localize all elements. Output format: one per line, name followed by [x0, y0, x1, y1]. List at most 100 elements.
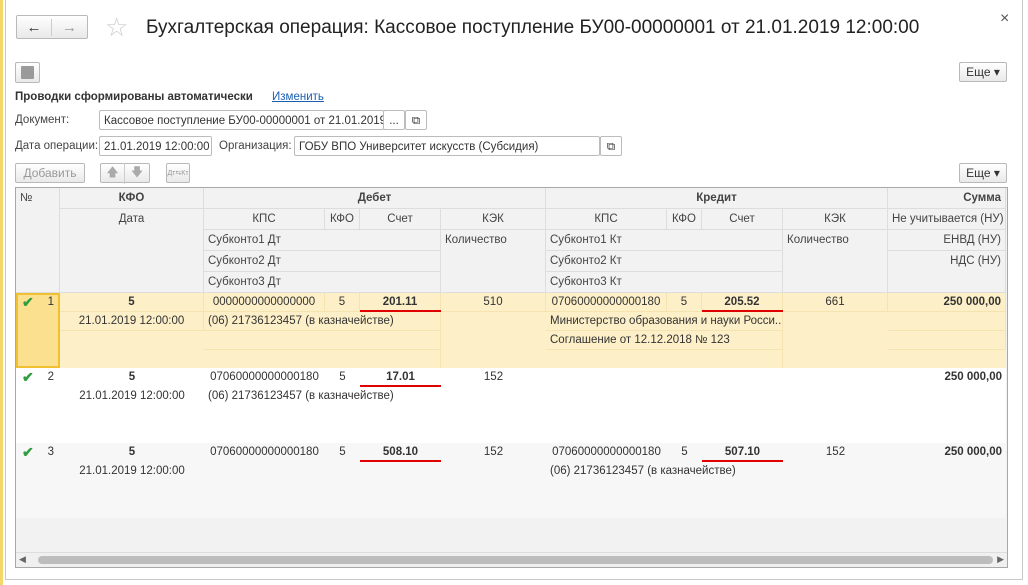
header-credit-kfo: КФО	[667, 209, 702, 230]
row-debit-kps: 07060000000000180	[210, 446, 319, 458]
row-debit-subconto3	[204, 500, 441, 519]
row-credit-kfo	[667, 368, 702, 387]
row-sum-vat	[888, 406, 1006, 425]
row-credit-kps: 07060000000000180	[552, 446, 661, 458]
header-debit-account: Счет	[360, 209, 441, 230]
header-debit-quantity: Количество	[441, 230, 546, 293]
floppy-disk-icon	[21, 66, 34, 79]
row-sum: 250 000,00	[944, 371, 1002, 383]
swap-debit-credit-button[interactable]: Дт⇆Кт	[166, 163, 190, 183]
more-button[interactable]: Еще ▾	[959, 62, 1007, 82]
table-row[interactable]	[16, 443, 1006, 518]
row-date: 21.01.2019 12:00:00	[79, 465, 185, 477]
save-button[interactable]	[15, 62, 40, 83]
row-credit-subconto1: Министерство образования и науки Росси..…	[546, 312, 783, 331]
posted-check-icon: ✔	[22, 294, 34, 310]
scroll-right-icon[interactable]: ▶	[997, 554, 1004, 564]
header-debit-kek: КЭК	[441, 209, 546, 230]
forward-button[interactable]: →	[62, 18, 77, 36]
row-sum-envd	[888, 462, 1006, 481]
row-credit-kfo: 5	[667, 293, 702, 312]
date-field[interactable]: 21.01.2019 12:00:00	[99, 136, 212, 156]
scrollbar-thumb[interactable]	[38, 556, 993, 564]
row-date: 21.01.2019 12:00:00	[79, 390, 185, 402]
row-sum-vat	[888, 331, 1006, 350]
document-field[interactable]: Кассовое поступление БУ00-00000001 от 21…	[99, 110, 384, 130]
document-open-icon[interactable]: ⧉	[405, 110, 427, 130]
favorite-star-icon[interactable]: ☆	[105, 12, 129, 42]
row-debit-kps: 0000000000000000	[204, 293, 325, 312]
header-num: №	[16, 188, 60, 293]
row-credit-kek: 152	[825, 446, 846, 458]
header-sum: Сумма	[888, 188, 1006, 209]
row-debit-kps: 07060000000000180	[210, 371, 319, 383]
horizontal-scrollbar[interactable]: ◀ ▶	[16, 552, 1007, 567]
row-credit-subconto3	[546, 350, 783, 369]
row-debit-kek: 510	[441, 293, 546, 312]
add-button[interactable]: Добавить	[15, 163, 85, 183]
posting-status: Проводки сформированы автоматически	[15, 91, 253, 103]
header-credit-subconto3: Субконто3 Кт	[546, 272, 783, 293]
header-debit-kps: КПС	[204, 209, 325, 230]
header-sum-nu: Не учитывается (НУ)	[888, 209, 1006, 230]
header-sum-envd: ЕНВД (НУ)	[888, 230, 1006, 251]
row-credit-kek: 661	[783, 293, 888, 312]
row-debit-subconto1: (06) 21736123457 (в казначействе)	[208, 390, 394, 402]
row-debit-subconto3	[204, 350, 441, 369]
date-label: Дата операции:	[15, 140, 99, 152]
move-down-button[interactable]: 🡇	[130, 164, 144, 179]
header-sum-vat: НДС (НУ)	[888, 251, 1006, 293]
row-credit-subconto1	[546, 387, 783, 406]
header-credit: Кредит	[546, 188, 888, 209]
row-number: 1	[47, 296, 54, 308]
row-sum: 250 000,00	[944, 446, 1002, 458]
row-number: 3	[47, 446, 54, 458]
row-kfo: 5	[128, 446, 136, 458]
row-credit-kfo: 5	[681, 446, 688, 458]
row-credit-subconto2	[546, 481, 783, 500]
row-credit-account: 507.10	[724, 446, 761, 458]
scroll-left-icon[interactable]: ◀	[19, 554, 26, 564]
highlight-underline	[360, 310, 441, 312]
header-debit-subconto1: Субконто1 Дт	[204, 230, 441, 251]
highlight-underline	[360, 460, 441, 462]
posted-check-icon: ✔	[22, 369, 34, 385]
row-debit-subconto1	[204, 462, 441, 481]
move-up-button[interactable]: 🡅	[101, 162, 126, 184]
row-sum-vat	[888, 481, 1006, 500]
row-kfo: 5	[60, 293, 204, 312]
row-credit-kek	[783, 368, 888, 387]
row-debit-kfo: 5	[339, 446, 346, 458]
close-button[interactable]: ×	[1000, 10, 1010, 27]
row-sum: 250 000,00	[888, 293, 1006, 312]
header-date: Дата	[60, 209, 204, 293]
org-open-icon[interactable]: ⧉	[600, 136, 622, 156]
header-credit-account: Счет	[702, 209, 783, 230]
header-credit-quantity: Количество	[783, 230, 888, 293]
highlight-underline	[360, 385, 441, 387]
header-debit-kfo: КФО	[325, 209, 360, 230]
row-credit-kps: 07060000000000180	[546, 293, 667, 312]
header-credit-kek: КЭК	[783, 209, 888, 230]
header-debit: Дебет	[204, 188, 546, 209]
row-sum-envd	[888, 387, 1006, 406]
postings-table: № КФО Дата Дебет КПС КФО Счет КЭК Субконто1 Дт Су…	[15, 187, 1008, 568]
row-sum-envd	[888, 312, 1006, 331]
highlight-underline	[702, 460, 783, 462]
org-field[interactable]: ГОБУ ВПО Университет искусств (Субсидия)	[294, 136, 600, 156]
document-select-button[interactable]: ...	[383, 110, 405, 130]
back-button[interactable]: ←	[17, 18, 53, 36]
header-kfo: КФО	[60, 188, 204, 209]
document-label: Документ:	[15, 114, 70, 126]
header-credit-subconto2: Субконто2 Кт	[546, 251, 783, 272]
row-debit-account: 17.01	[386, 371, 415, 383]
row-credit-subconto1: (06) 21736123457 (в казначействе)	[550, 465, 736, 477]
table-more-button[interactable]: Еще ▾	[959, 163, 1007, 183]
row-number-cell	[16, 293, 60, 368]
change-link[interactable]: Изменить	[272, 91, 324, 103]
row-credit-kps	[546, 368, 667, 387]
posted-check-icon: ✔	[22, 444, 34, 460]
table-row[interactable]	[16, 368, 1006, 443]
row-debit-subconto2	[204, 406, 441, 425]
page-title: Бухгалтерская операция: Кассовое поступл…	[146, 17, 920, 38]
